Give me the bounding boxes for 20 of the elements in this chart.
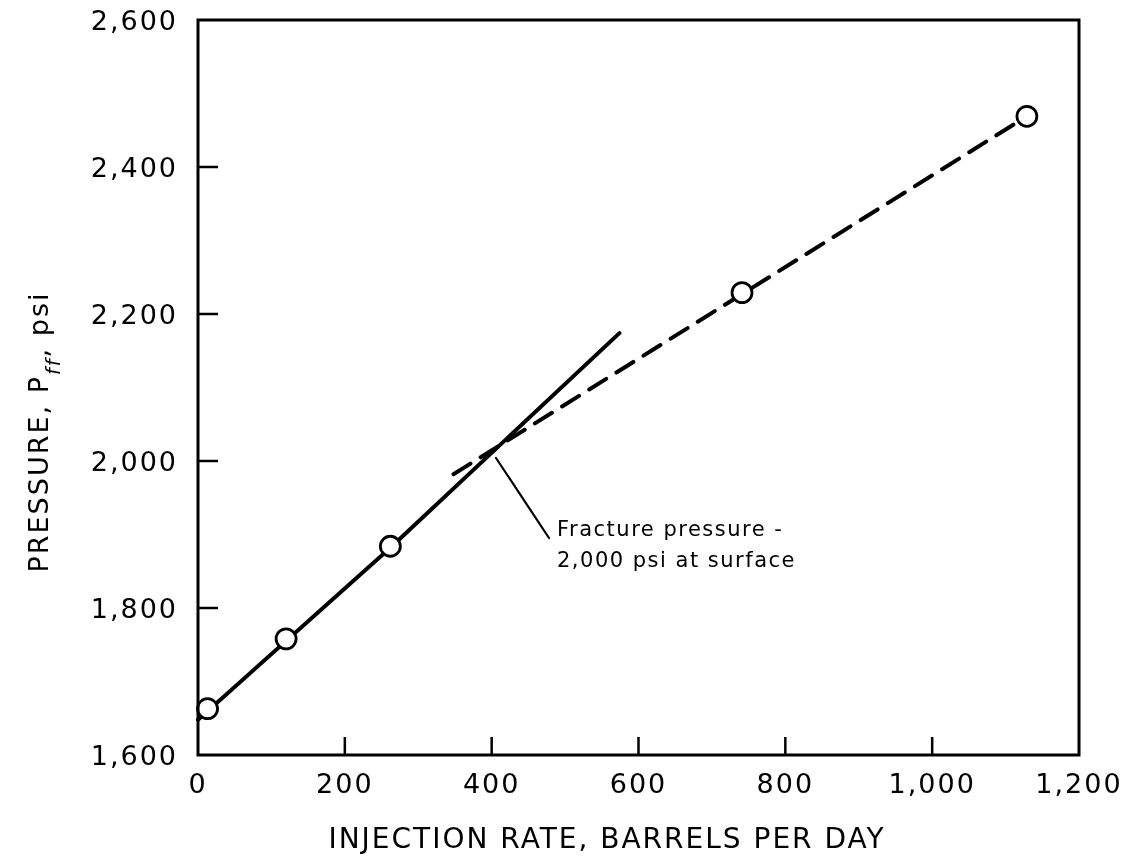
annotation: Fracture pressure - 2,000 psi at surface xyxy=(557,517,796,572)
y-tick-label: 2,200 xyxy=(90,298,178,330)
x-tick-label: 400 xyxy=(462,767,521,799)
x-tick-label: 1,000 xyxy=(888,767,976,799)
y-tick-label: 2,600 xyxy=(90,4,178,36)
x-tick-label: 0 xyxy=(188,767,208,799)
y-tick-label: 2,400 xyxy=(90,151,178,183)
x-axis-title: INJECTION RATE, BARRELS PER DAY xyxy=(328,822,886,855)
point xyxy=(196,697,219,721)
point xyxy=(274,627,298,651)
x-tick-label: 1,200 xyxy=(1035,767,1123,799)
x-tick-label: 200 xyxy=(316,767,374,799)
x-tick-label: 600 xyxy=(609,767,668,799)
point xyxy=(378,534,402,558)
y-tick-label: 1,800 xyxy=(90,592,178,624)
y-tick-label: 1,600 xyxy=(90,739,178,771)
point xyxy=(730,281,754,305)
point xyxy=(1015,104,1039,128)
x-tick-label: 800 xyxy=(756,767,815,799)
y-tick-label: 2,000 xyxy=(90,445,178,477)
